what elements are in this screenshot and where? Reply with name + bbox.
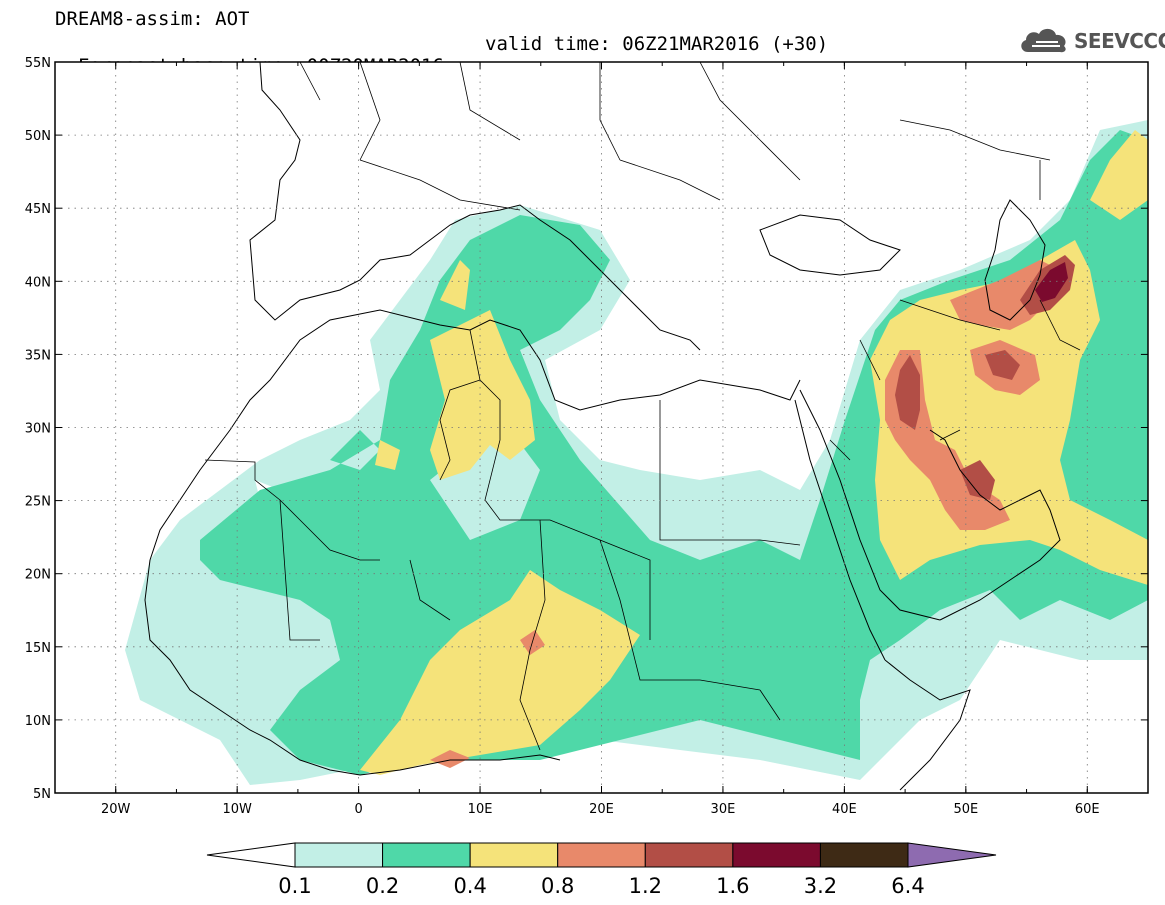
lon-tick-label: 20W: [101, 802, 131, 817]
hornafrica-coast: [884, 659, 971, 791]
europe-coast: [249, 61, 701, 351]
valid-time: valid time: 06Z21MAR2016 (+30): [485, 33, 829, 55]
lon-tick-label: 20E: [589, 802, 614, 817]
colorbar-level-label: 0.4: [453, 874, 486, 898]
colorbar-segment: [644, 842, 734, 868]
axis-ticks: [54, 61, 1149, 794]
lat-tick-label: 5N: [33, 787, 51, 802]
lat-tick-label: 55N: [25, 56, 51, 71]
logo-text: SEEVCCC: [1074, 29, 1165, 53]
lat-tick-label: 10N: [25, 714, 51, 729]
westafrica-coast: [144, 559, 561, 776]
blacksea-coast: [759, 214, 901, 276]
lat-tick-label: 35N: [25, 348, 51, 363]
caspian-coast: [984, 199, 1046, 321]
aot-contour-fields: [125, 120, 1148, 785]
redsea-coast: [794, 389, 941, 661]
lat-tick-label: 20N: [25, 568, 51, 583]
arabia-coast: [929, 429, 1061, 621]
seevccc-logo: SEEVCCC: [1018, 24, 1165, 56]
map-title: DREAM8-assim: AOT: [55, 8, 250, 30]
colorbar-level-label: 0.1: [278, 874, 311, 898]
colorbar-segment: [557, 842, 646, 868]
lat-tick-label: 30N: [25, 422, 51, 437]
lon-tick-label: 10E: [468, 802, 493, 817]
coastlines-and-borders: [144, 61, 1081, 791]
lat-tick-label: 25N: [25, 495, 51, 510]
latitude-labels: 55N 50N 45N 40N 35N 30N 25N 20N 15N 10N 5N: [25, 56, 51, 802]
lat-tick-label: 40N: [25, 275, 51, 290]
colorbar-min-triangle: [206, 842, 296, 868]
lon-tick-label: 50E: [953, 802, 978, 817]
lon-tick-label: 0: [354, 802, 362, 817]
gridlines: [55, 62, 1148, 793]
colorbar-max-triangle: [907, 842, 997, 868]
colorbar-level-label: 1.2: [629, 874, 662, 898]
cloud-icon: [1021, 28, 1066, 53]
colorbar-level-label: 6.4: [891, 874, 924, 898]
aot-field-0.4: [360, 130, 1148, 775]
colorbar-segment: [819, 842, 909, 868]
lat-tick-label: 15N: [25, 641, 51, 656]
lat-tick-label: 45N: [25, 202, 51, 217]
colorbar-segment: [469, 842, 559, 868]
colorbar-level-label: 0.2: [366, 874, 399, 898]
lat-tick-label: 50N: [25, 129, 51, 144]
aot-field-1.6: [1035, 262, 1068, 302]
aot-field-0.2: [200, 130, 1148, 775]
lon-tick-label: 10W: [222, 802, 252, 817]
colorbar-segment: [732, 842, 821, 868]
colorbar-segment: [294, 842, 384, 868]
lon-tick-label: 60E: [1075, 802, 1100, 817]
colorbar-level-label: 1.6: [716, 874, 749, 898]
colorbar-segment: [382, 842, 471, 868]
colorbar-level-label: 3.2: [804, 874, 837, 898]
lon-tick-label: 30E: [711, 802, 736, 817]
country-borders: [204, 61, 1081, 751]
colorbar-level-label: 0.8: [541, 874, 574, 898]
lon-tick-label: 40E: [832, 802, 857, 817]
colorbar: 0.1 0.2 0.4 0.8 1.2 1.6 3.2 6.4: [206, 842, 997, 898]
longitude-labels: 20W 10W 0 10E 20E 30E 40E 50E 60E: [101, 802, 1100, 817]
